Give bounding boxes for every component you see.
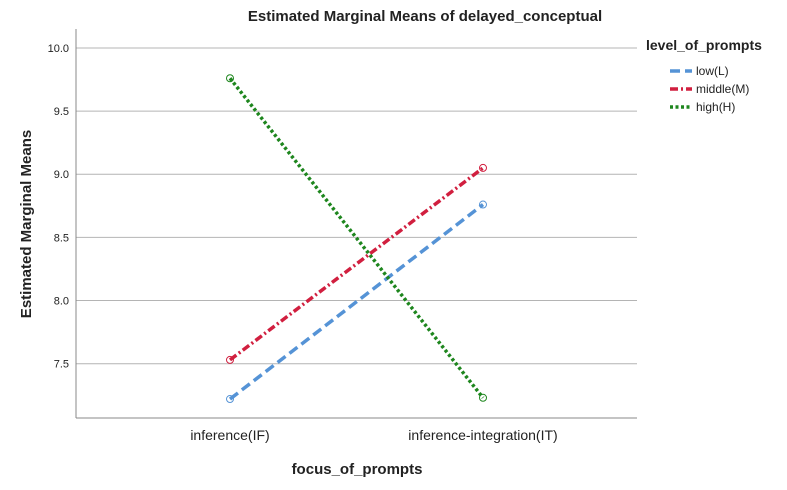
chart-title: Estimated Marginal Means of delayed_conc… [248, 8, 602, 25]
series-lines [228, 77, 485, 401]
legend-items: low(L) middle(M) high(H) [670, 64, 749, 114]
data-point [479, 393, 487, 402]
y-tick-label: 10.0 [48, 43, 69, 55]
grid-lines [76, 47, 637, 365]
series-line [228, 203, 485, 401]
legend-label: middle(M) [696, 82, 749, 96]
series-markers [226, 74, 487, 404]
data-point [479, 200, 487, 209]
y-tick-label: 8.0 [54, 296, 69, 308]
x-axis-label: focus_of_prompts [292, 461, 423, 478]
x-tick-label: inference-integration(IT) [408, 427, 557, 443]
y-tick-label: 9.0 [54, 169, 69, 181]
legend-label: high(H) [696, 100, 735, 114]
legend-label: low(L) [696, 64, 729, 78]
data-point [226, 355, 234, 364]
legend: level_of_prompts low(L) middle(M) high(H) [646, 37, 762, 114]
data-point [226, 395, 234, 404]
y-tick-label: 7.5 [54, 359, 69, 371]
series-line [228, 166, 485, 362]
x-tick-label: inference(IF) [190, 427, 269, 443]
y-tick-label: 9.5 [54, 106, 69, 118]
legend-title: level_of_prompts [646, 37, 762, 53]
series-line [228, 77, 485, 399]
y-tick-label: 8.5 [54, 232, 69, 244]
data-point [226, 74, 234, 83]
data-point [479, 163, 487, 172]
x-tick-labels: inference(IF) inference-integration(IT) [190, 427, 557, 443]
y-axis-label: Estimated Marginal Means [18, 130, 35, 318]
y-tick-labels: 7.5 8.0 8.5 9.0 9.5 10.0 [48, 43, 69, 371]
